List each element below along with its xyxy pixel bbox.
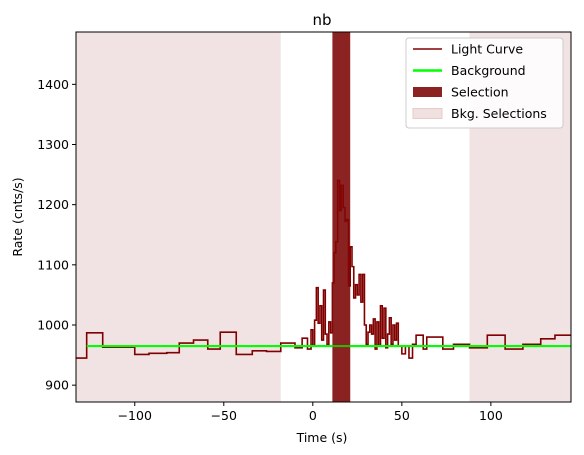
series-light-curve: [76, 179, 571, 359]
x-tick-label: 50: [394, 408, 410, 423]
selection-region: [332, 32, 351, 402]
selection-bar: [341, 185, 344, 402]
y-tick-label: 1200: [37, 197, 69, 212]
legend-label: Light Curve: [451, 42, 523, 57]
selection-layer: [332, 32, 351, 402]
legend-label: Selection: [451, 85, 509, 100]
legend-swatch: [413, 87, 442, 97]
y-tick-label: 900: [45, 378, 69, 393]
bkg-selection-region: [76, 32, 281, 402]
plot-frame: [75, 31, 572, 403]
selection-bar: [348, 285, 351, 402]
y-tick-label: 1100: [37, 257, 69, 272]
x-tick-label: −50: [211, 408, 237, 423]
legend-label: Bkg. Selections: [451, 106, 547, 121]
y-tick-label: 1000: [37, 317, 69, 332]
y-tick-label: 1300: [37, 137, 69, 152]
x-axis-label: Time (s): [296, 430, 348, 445]
x-tick-label: −100: [118, 408, 152, 423]
selection-bar: [337, 180, 340, 402]
y-tick-label: 1400: [37, 77, 69, 92]
series-layer: [76, 179, 571, 402]
legend-swatch: [412, 108, 443, 119]
y-ticks: 900 1000 1100 1200 1300 1400: [37, 77, 76, 393]
selection-bar: [334, 252, 336, 402]
chart-title: nb: [312, 11, 331, 29]
selection-bar: [335, 241, 338, 402]
selection-bar: [346, 219, 349, 402]
y-axis-label: Rate (cnts/s): [10, 177, 25, 256]
x-tick-label: 100: [479, 408, 503, 423]
selection-bar: [343, 207, 345, 402]
x-ticks: −100 −50 0 50 100: [118, 402, 503, 423]
legend-label: Background: [451, 63, 526, 78]
legend: Light Curve Background Selection Bkg. Selec…: [405, 37, 564, 129]
selection-bar: [332, 282, 335, 402]
x-tick-label: 0: [309, 408, 317, 423]
selection-bar: [339, 210, 342, 402]
legend-box: [405, 37, 564, 129]
selection-bar: [344, 221, 347, 402]
